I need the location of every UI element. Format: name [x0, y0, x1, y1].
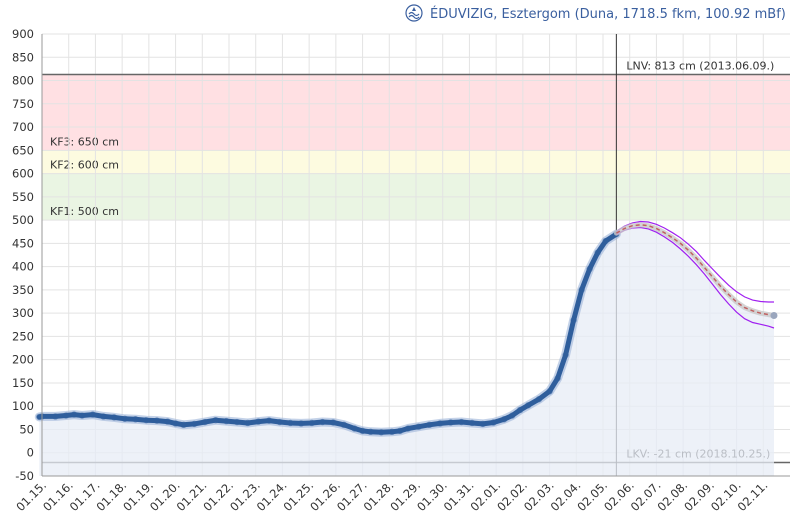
- measured-point: [164, 418, 171, 425]
- measured-point: [458, 418, 465, 426]
- measured-point: [319, 418, 326, 426]
- measured-point: [212, 416, 219, 424]
- y-tick-label: 850: [12, 50, 34, 64]
- measured-point: [78, 412, 86, 419]
- measured-point: [180, 421, 187, 429]
- y-tick-label: 50: [19, 422, 34, 436]
- x-tick-label: 02.11.: [735, 478, 771, 514]
- measured-point: [52, 413, 59, 420]
- measured-point: [378, 429, 385, 436]
- forecast-end-point: [770, 311, 778, 319]
- measured-point: [244, 419, 251, 427]
- measured-point: [367, 428, 374, 435]
- y-tick-label: 300: [12, 306, 34, 320]
- measured-point: [468, 419, 476, 427]
- y-tick-label: 400: [12, 260, 34, 274]
- data-series: [34, 220, 778, 476]
- measured-point: [89, 411, 96, 418]
- y-tick-label: 650: [12, 143, 34, 157]
- threshold-band-label: KF3: 650 cm: [50, 135, 119, 148]
- measured-point: [602, 237, 609, 245]
- measured-point: [479, 420, 486, 428]
- y-tick-label: 550: [12, 190, 34, 204]
- measured-point: [223, 417, 230, 425]
- chart-header: ÉDUVIZIG, Esztergom (Duna, 1718.5 fkm, 1…: [405, 4, 786, 22]
- y-tick-label: 150: [12, 376, 34, 390]
- measured-point: [388, 428, 396, 435]
- measured-point: [121, 415, 129, 422]
- measured-point: [578, 286, 585, 294]
- measured-point: [351, 425, 358, 432]
- measured-point: [508, 412, 516, 419]
- measured-point: [404, 425, 412, 432]
- y-tick-label: 250: [12, 329, 34, 343]
- measured-point: [70, 411, 78, 418]
- measured-point: [287, 419, 294, 427]
- threshold-band-label: KF1: 500 cm: [50, 205, 119, 218]
- measured-point: [340, 421, 348, 429]
- measured-point: [594, 249, 601, 256]
- measured-point: [201, 418, 209, 426]
- forecast-line: [616, 224, 775, 317]
- measured-point: [546, 388, 553, 395]
- y-tick-label: 700: [12, 120, 34, 134]
- measured-point: [142, 416, 150, 424]
- y-tick-label: 200: [12, 353, 34, 367]
- measured-point: [554, 375, 561, 382]
- measured-point: [447, 419, 454, 426]
- y-tick-label: 500: [12, 213, 34, 227]
- y-tick-label: 450: [12, 236, 34, 250]
- measured-point: [100, 413, 107, 420]
- measured-point: [62, 412, 70, 419]
- y-tick-label: 600: [12, 167, 34, 181]
- measured-point: [516, 406, 524, 414]
- measured-point: [329, 419, 337, 426]
- level-area-fill: [39, 224, 775, 476]
- y-tick-label: 900: [12, 27, 34, 41]
- chart-title: ÉDUVIZIG, Esztergom (Duna, 1718.5 fkm, 1…: [430, 6, 786, 22]
- measured-point: [297, 420, 305, 427]
- measured-point: [255, 418, 262, 425]
- y-tick-label: 0: [27, 446, 34, 460]
- y-tick-label: 750: [12, 97, 34, 111]
- reference-line-label: LNV: 813 cm (2013.06.09.): [626, 59, 774, 72]
- measured-point: [500, 416, 508, 423]
- measured-point: [132, 416, 139, 423]
- measured-point: [308, 419, 316, 427]
- forecast-lower-line: [616, 226, 775, 329]
- measured-point: [570, 316, 577, 324]
- measured-point: [233, 418, 241, 426]
- measured-point: [359, 427, 366, 435]
- measured-point: [535, 396, 543, 403]
- measured-point: [172, 420, 179, 427]
- measured-point: [525, 402, 532, 409]
- y-tick-label: -50: [15, 469, 34, 483]
- measured-point: [426, 421, 433, 429]
- y-tick-label: 800: [12, 74, 34, 88]
- measured-point: [562, 351, 569, 359]
- y-tick-label: 100: [12, 399, 34, 413]
- measured-point: [415, 423, 422, 430]
- measured-point: [586, 265, 593, 273]
- measured-point: [110, 414, 118, 421]
- threshold-band-label: KF2: 600 cm: [50, 159, 119, 172]
- measured-point: [490, 419, 497, 426]
- measured-point: [436, 420, 444, 427]
- forecast-upper-line: [616, 220, 774, 303]
- agency-logo-icon: [405, 4, 423, 22]
- y-tick-label: 350: [12, 283, 34, 297]
- measured-point: [276, 418, 283, 426]
- measured-point: [396, 427, 404, 435]
- measured-point: [153, 417, 161, 424]
- measured-point: [265, 417, 273, 424]
- measured-point: [191, 420, 198, 428]
